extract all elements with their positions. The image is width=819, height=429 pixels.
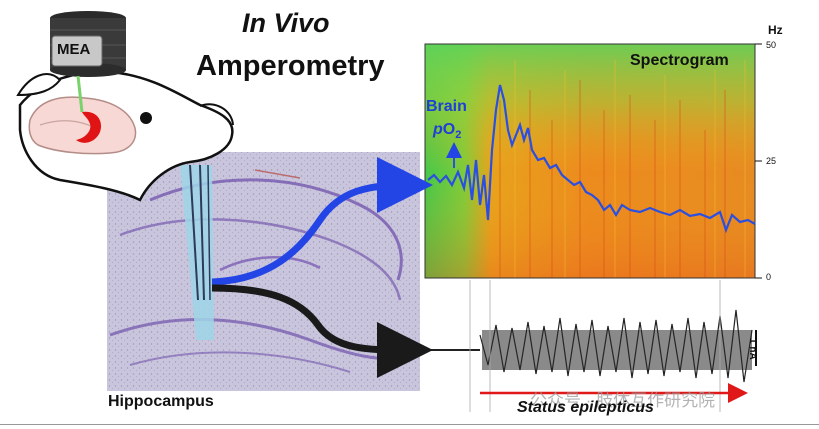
spectrogram-title: Spectrogram bbox=[630, 52, 729, 69]
po2-subscript: 2 bbox=[455, 129, 462, 142]
spectrogram-panel bbox=[424, 43, 762, 279]
scale-bar-label: 1 nA bbox=[747, 338, 758, 360]
mea-label: MEA bbox=[57, 41, 91, 58]
brain-po2-trace bbox=[427, 84, 756, 234]
tick-label-50: 50 bbox=[766, 40, 777, 50]
bottom-divider bbox=[0, 424, 819, 425]
title-amperometry: Amperometry bbox=[196, 50, 385, 82]
spectrogram-axis-unit: Hz bbox=[768, 23, 783, 37]
watermark: 公众号 · 肢体互作研究院 bbox=[530, 391, 716, 410]
rat-head-illustration bbox=[16, 11, 234, 202]
po2-main: O bbox=[442, 121, 456, 138]
status-epilepticus-label: Status epilepticus bbox=[517, 399, 654, 416]
po2-prefix: p bbox=[433, 121, 443, 138]
black-arrow bbox=[211, 284, 433, 378]
po2-label: pO2 bbox=[433, 121, 461, 141]
mea-probe bbox=[180, 164, 214, 340]
amperometry-trace bbox=[425, 280, 757, 412]
tick-label-25: 25 bbox=[766, 156, 777, 166]
tick-label-0: 0 bbox=[766, 272, 772, 282]
hippocampus-label: Hippocampus bbox=[108, 393, 214, 410]
brain-label: Brain bbox=[426, 98, 467, 115]
title-in-vivo: In Vivo bbox=[242, 8, 330, 38]
blue-arrow bbox=[211, 157, 433, 286]
